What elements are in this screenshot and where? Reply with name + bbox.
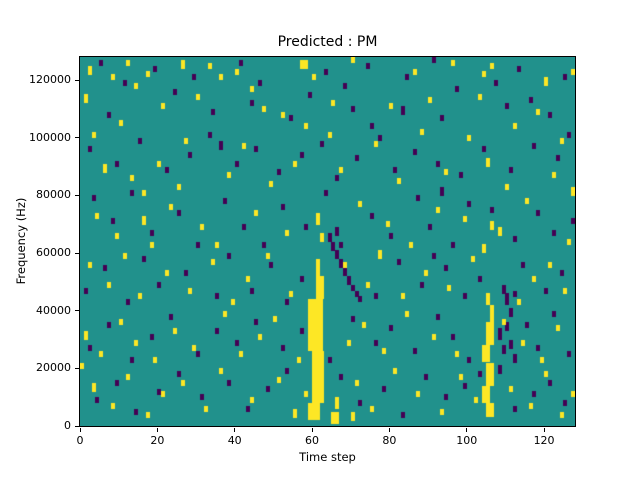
y-tick-label: 20000 <box>36 361 71 375</box>
x-tick-label: 120 <box>533 434 555 447</box>
x-tick-label: 0 <box>76 434 84 447</box>
y-tick-mark <box>75 310 79 312</box>
y-tick-mark <box>75 252 79 254</box>
x-tick-mark <box>79 428 81 432</box>
y-tick-label: 60000 <box>36 246 71 260</box>
heatmap-canvas <box>80 57 575 426</box>
x-tick-mark <box>466 428 468 432</box>
y-tick-label: 40000 <box>36 303 71 317</box>
y-tick-mark <box>75 79 79 81</box>
x-tick-label: 40 <box>227 434 242 447</box>
y-tick-label: 80000 <box>36 188 71 202</box>
x-tick-mark <box>388 428 390 432</box>
x-tick-mark <box>234 428 236 432</box>
chart-title: Predicted : PM <box>277 34 378 50</box>
x-tick-label: 60 <box>305 434 320 447</box>
y-tick-label: 120000 <box>29 73 71 87</box>
x-tick-label: 20 <box>150 434 165 447</box>
y-tick-mark <box>75 367 79 369</box>
x-tick-label: 80 <box>382 434 397 447</box>
y-tick-label: 100000 <box>29 130 71 144</box>
x-tick-mark <box>156 428 158 432</box>
y-tick-mark <box>75 137 79 139</box>
y-axis-label: Frequency (Hz) <box>14 197 28 285</box>
x-axis-label: Time step <box>299 450 356 464</box>
y-tick-label: 0 <box>64 419 71 432</box>
x-tick-mark <box>311 428 313 432</box>
x-tick-label: 100 <box>456 434 478 447</box>
y-tick-mark <box>75 425 79 427</box>
y-tick-mark <box>75 194 79 196</box>
plot-area <box>79 56 576 427</box>
x-tick-mark <box>543 428 545 432</box>
